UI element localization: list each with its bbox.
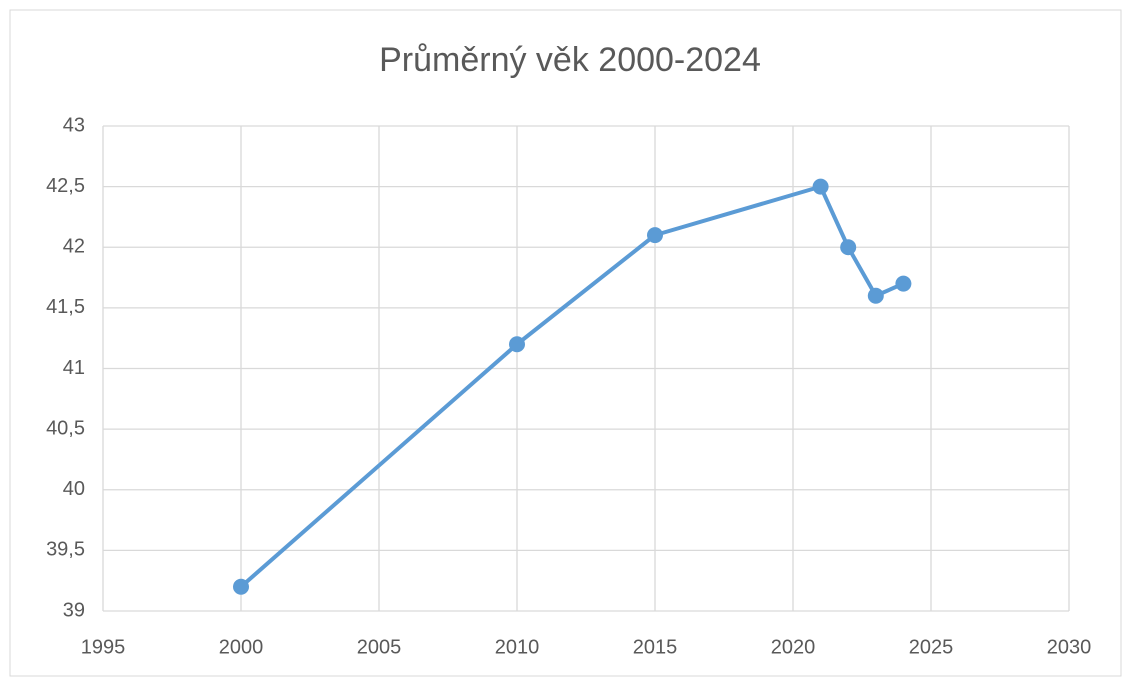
- y-tick-label: 41: [63, 357, 85, 379]
- y-tick-label: 40: [63, 478, 85, 500]
- chart-title: Průměrný věk 2000-2024: [379, 41, 761, 79]
- marker: [812, 178, 829, 195]
- x-tick-label: 2025: [909, 636, 954, 658]
- marker: [840, 239, 857, 256]
- x-tick-label: 2000: [219, 636, 264, 658]
- x-tick-label: 2020: [771, 636, 816, 658]
- x-tick-label: 1995: [81, 636, 126, 658]
- x-tick-label: 2030: [1047, 636, 1092, 658]
- y-tick-label: 40,5: [46, 417, 85, 439]
- marker: [867, 287, 884, 304]
- y-tick-label: 42,5: [46, 175, 85, 197]
- marker: [895, 275, 912, 292]
- marker: [647, 227, 663, 244]
- y-tick-label: 39,5: [46, 539, 85, 561]
- x-tick-label: 2010: [495, 636, 540, 658]
- marker: [509, 336, 525, 353]
- chart-border: [9, 9, 1122, 677]
- y-tick-label: 41,5: [46, 296, 85, 318]
- y-tick-label: 39: [63, 599, 85, 621]
- y-tick-label: 42: [63, 236, 85, 258]
- marker: [233, 578, 249, 595]
- x-tick-label: 2015: [633, 636, 678, 658]
- y-tick-label: 43: [63, 114, 85, 136]
- x-tick-label: 2005: [357, 636, 402, 658]
